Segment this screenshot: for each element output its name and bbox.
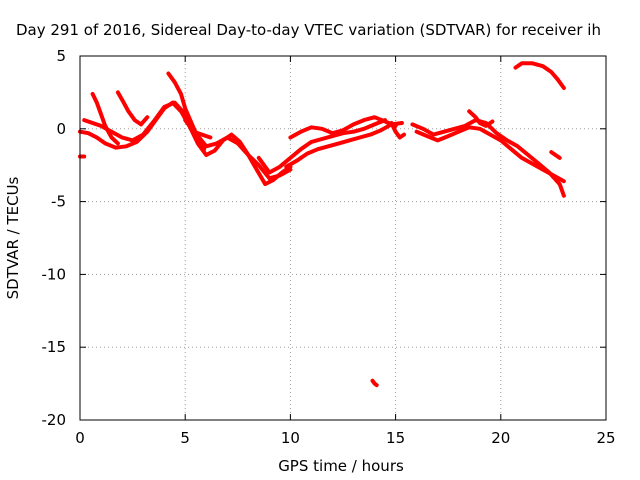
gridlines [80, 56, 606, 420]
series-track-g [256, 118, 388, 175]
series-track-h [284, 121, 404, 169]
plot-frame [79, 55, 607, 421]
chart-title: Day 291 of 2016, Sidereal Day-to-day VTE… [16, 21, 601, 39]
series-track-b [82, 100, 293, 181]
x-tick-label: 0 [75, 429, 85, 447]
axis-ticks [79, 55, 607, 421]
y-tick-labels: -20 -15 -10 -5 0 5 [42, 47, 67, 429]
series-track-d [115, 90, 150, 127]
series-track-f [183, 118, 213, 140]
y-tick-label: -20 [42, 411, 67, 429]
y-tick-label: -5 [51, 193, 66, 211]
x-tick-label: 15 [386, 429, 405, 447]
x-tick-label: 25 [596, 429, 615, 447]
x-tick-label: 10 [281, 429, 300, 447]
series-track-m [467, 109, 495, 128]
x-tick-labels: 0 5 10 15 20 25 [75, 429, 615, 447]
y-tick-label: -10 [42, 265, 67, 283]
y-tick-label: 5 [56, 47, 66, 65]
series-track-c [90, 91, 120, 146]
series-track-n [549, 150, 562, 160]
y-tick-label: 0 [56, 120, 66, 138]
y-tick-label: -15 [42, 338, 67, 356]
series-track-e [166, 71, 207, 152]
series-track-l [414, 125, 566, 184]
y-axis-label: SDTVAR / TECUs [4, 176, 22, 299]
x-tick-label: 20 [491, 429, 510, 447]
data-series [78, 61, 566, 388]
x-tick-label: 5 [180, 429, 190, 447]
x-axis-label: GPS time / hours [278, 457, 404, 475]
series-track-q [370, 378, 379, 388]
series-track-o [513, 61, 566, 90]
series-track-i [288, 115, 398, 140]
series-track-j [389, 121, 406, 140]
